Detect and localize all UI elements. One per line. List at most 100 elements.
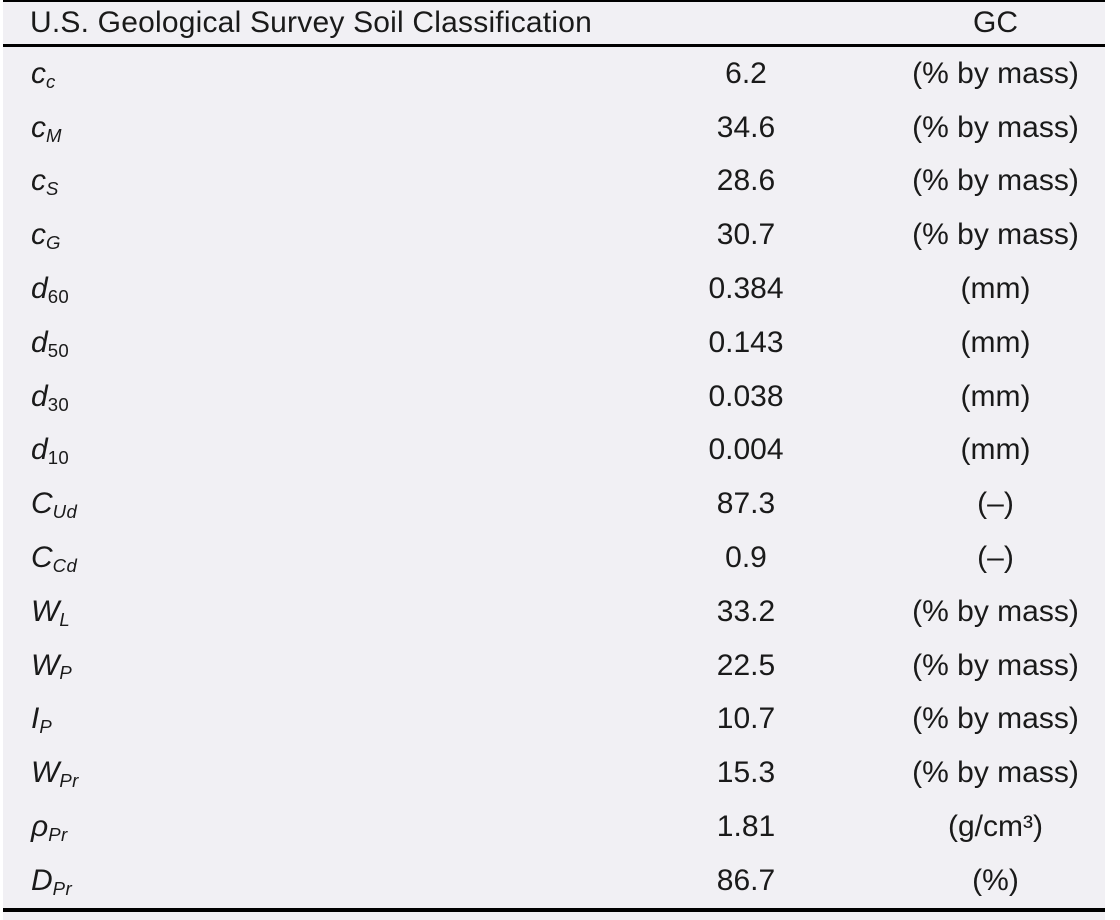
parameter-symbol: DPr [3, 863, 648, 899]
symbol-subscript: 50 [47, 339, 70, 361]
parameter-unit: (% by mass) [912, 164, 1079, 198]
parameter-symbol: ρPr [3, 810, 648, 845]
table-row: WP 22.5 (% by mass) [3, 639, 1105, 693]
symbol-base: c [31, 164, 46, 198]
parameter-symbol: cS [3, 164, 648, 200]
symbol-subscript: M [46, 124, 62, 146]
parameter-value: 0.143 [708, 325, 784, 359]
parameter-unit: (g/cm³) [948, 810, 1043, 844]
symbol-base: W [31, 756, 60, 790]
parameter-value: 0.038 [708, 379, 784, 413]
symbol-subscript: 10 [47, 447, 70, 469]
page-background: U.S. Geological Survey Soil Classificati… [3, 0, 1105, 920]
parameter-value: 30.7 [716, 218, 776, 252]
symbol-subscript: Pr [52, 877, 73, 899]
table-row: DPr 86.7 (%) [3, 854, 1105, 908]
parameter-symbol: CCd [3, 541, 648, 576]
parameter-symbol: d30 [3, 379, 648, 415]
symbol-subscript: P [39, 716, 53, 738]
symbol-base: c [31, 218, 46, 252]
symbol-subscript: P [59, 662, 73, 684]
table-row: cc 6.2 (% by mass) [3, 47, 1105, 101]
parameter-value: 87.3 [716, 487, 776, 521]
symbol-subscript: Ud [52, 501, 78, 523]
parameter-unit: (% by mass) [912, 594, 1079, 628]
symbol-subscript: L [59, 608, 71, 630]
parameter-value: 0.9 [725, 541, 767, 575]
symbol-base: c [31, 110, 46, 144]
table-body: cc 6.2 (% by mass) cM 34.6 (% by mass) c… [3, 47, 1105, 908]
symbol-subscript: G [46, 232, 61, 254]
table-title: U.S. Geological Survey Soil Classificati… [30, 6, 592, 39]
parameter-value: 10.7 [716, 702, 776, 736]
table-row: d10 0.004 (mm) [3, 424, 1105, 478]
parameter-symbol: CUd [3, 487, 648, 523]
parameter-symbol: cc [3, 56, 648, 92]
classification-result: GC [973, 6, 1018, 39]
parameter-symbol: d50 [3, 325, 648, 361]
parameter-unit: (mm) [960, 272, 1031, 306]
parameter-symbol: IP [3, 702, 648, 738]
soil-classification-table: U.S. Geological Survey Soil Classificati… [3, 0, 1105, 912]
parameter-unit: (% by mass) [912, 756, 1079, 790]
table-row: CUd 87.3 (–) [3, 477, 1105, 531]
symbol-subscript: 60 [47, 285, 70, 307]
parameter-value: 15.3 [716, 756, 776, 790]
parameter-unit: (% by mass) [912, 56, 1079, 90]
symbol-subscript: Cd [52, 554, 78, 576]
symbol-subscript: Pr [59, 770, 79, 792]
table-row: WPr 15.3 (% by mass) [3, 746, 1105, 800]
table-row: CCd 0.9 (–) [3, 531, 1105, 585]
symbol-base: D [31, 863, 53, 897]
symbol-base: d [31, 433, 48, 467]
symbol-base: W [31, 648, 60, 682]
parameter-unit: (mm) [960, 433, 1031, 467]
parameter-value: 6.2 [725, 56, 767, 90]
parameter-unit: (% by mass) [912, 648, 1079, 682]
parameter-unit: (mm) [960, 325, 1031, 359]
symbol-base: c [31, 56, 46, 90]
parameter-symbol: WL [3, 594, 648, 630]
table-row: WL 33.2 (% by mass) [3, 585, 1105, 639]
parameter-unit: (–) [977, 541, 1014, 575]
symbol-base: ρ [31, 810, 49, 844]
table-row: ρPr 1.81 (g/cm³) [3, 800, 1105, 854]
parameter-symbol: cM [3, 110, 648, 146]
symbol-base: C [31, 541, 53, 575]
parameter-unit: (mm) [960, 379, 1031, 413]
parameter-unit: (% by mass) [912, 218, 1079, 252]
parameter-symbol: d10 [3, 433, 648, 469]
parameter-value: 22.5 [716, 648, 776, 682]
parameter-value: 1.81 [716, 810, 776, 844]
parameter-value: 86.7 [716, 863, 776, 897]
parameter-value: 0.384 [708, 272, 784, 306]
symbol-subscript: 30 [47, 393, 70, 415]
parameter-symbol: cG [3, 218, 648, 254]
table-row: d50 0.143 (mm) [3, 316, 1105, 370]
parameter-unit: (%) [972, 863, 1019, 897]
table-header-row: U.S. Geological Survey Soil Classificati… [3, 2, 1105, 47]
parameter-value: 28.6 [716, 164, 776, 198]
parameter-value: 0.004 [708, 433, 784, 467]
table-row: cM 34.6 (% by mass) [3, 101, 1105, 155]
parameter-value: 33.2 [716, 594, 776, 628]
parameter-unit: (–) [977, 487, 1014, 521]
symbol-base: W [31, 594, 60, 628]
parameter-symbol: d60 [3, 272, 648, 307]
parameter-symbol: WPr [3, 756, 648, 792]
parameter-unit: (% by mass) [912, 110, 1079, 144]
table-row: cG 30.7 (% by mass) [3, 208, 1105, 262]
parameter-symbol: WP [3, 648, 648, 684]
symbol-subscript: S [46, 178, 59, 200]
table-row: IP 10.7 (% by mass) [3, 693, 1105, 747]
symbol-base: d [31, 379, 48, 413]
table-row: d30 0.038 (mm) [3, 370, 1105, 424]
symbol-base: C [31, 487, 53, 521]
table-row: d60 0.384 (mm) [3, 262, 1105, 316]
parameter-value: 34.6 [716, 110, 776, 144]
parameter-unit: (% by mass) [912, 702, 1079, 736]
symbol-base: I [31, 702, 40, 736]
table-row: cS 28.6 (% by mass) [3, 155, 1105, 209]
symbol-base: d [31, 272, 48, 306]
symbol-base: d [31, 325, 48, 359]
